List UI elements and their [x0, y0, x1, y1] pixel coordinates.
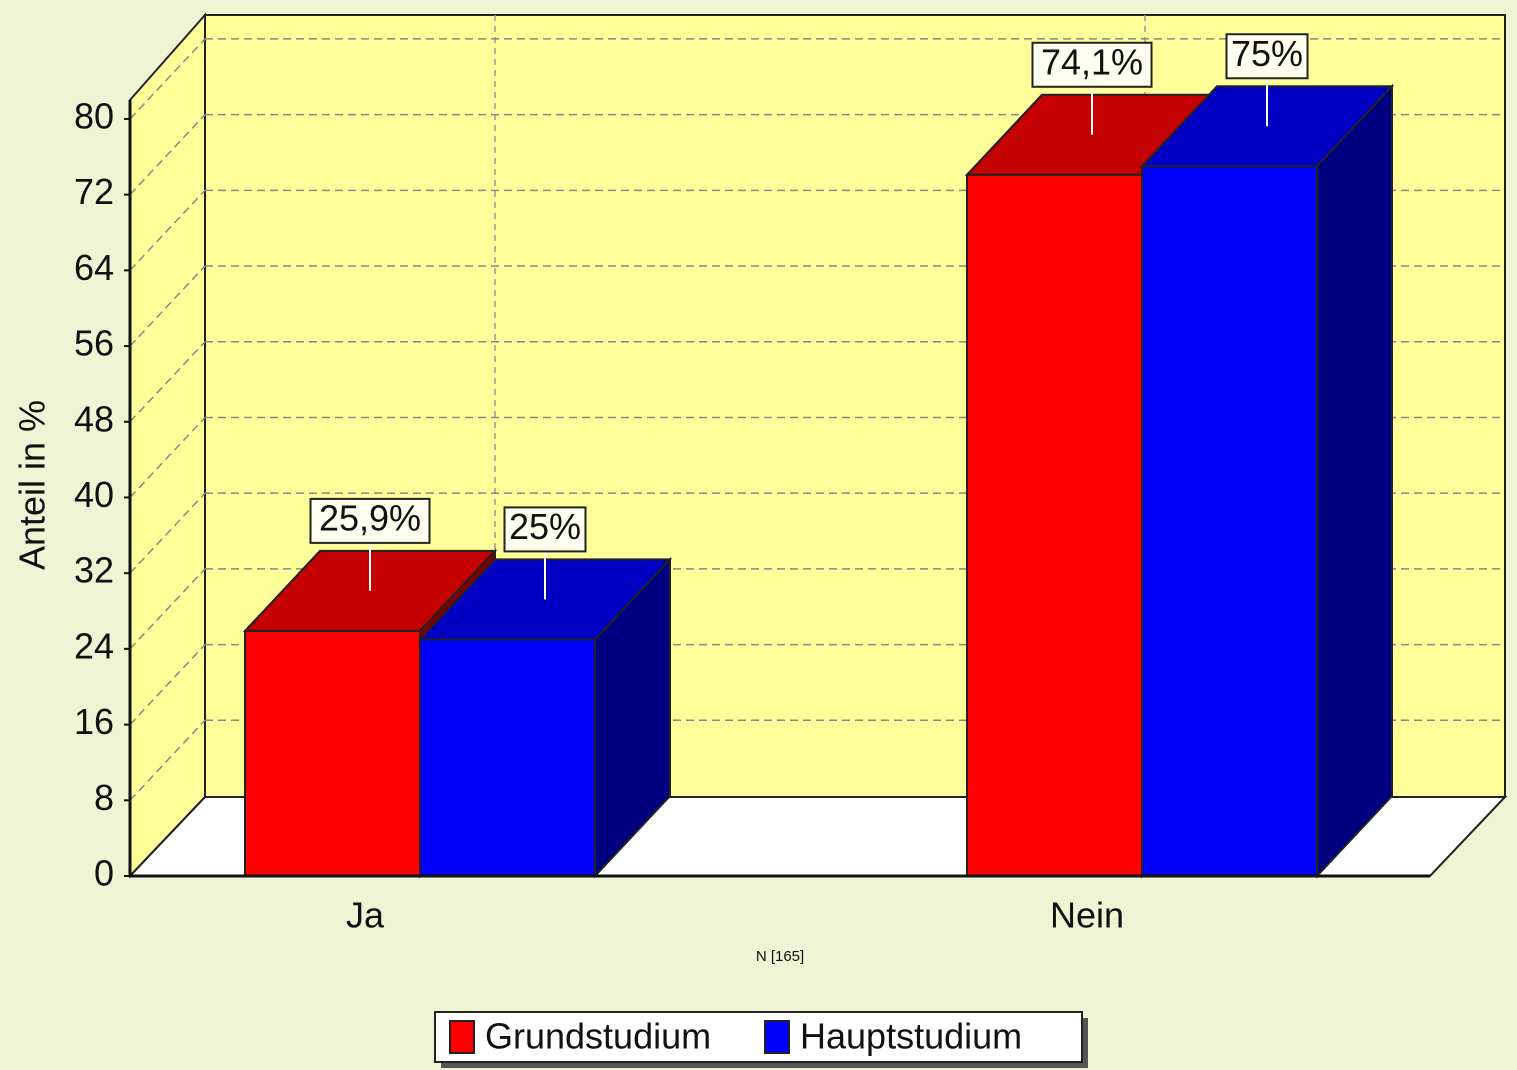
- value-label-box: [503, 506, 587, 553]
- x-tick-label: Ja: [346, 895, 385, 936]
- grid-line: [129, 189, 206, 271]
- y-tick-label: 8: [94, 777, 114, 818]
- value-label-box: [1225, 33, 1309, 80]
- value-label: 74,1%: [1041, 41, 1143, 82]
- bar-front: [419, 638, 596, 877]
- bar-front: [1141, 165, 1318, 877]
- bar-side: [594, 556, 671, 879]
- grid-line: [129, 568, 206, 650]
- grid-line: [129, 341, 206, 423]
- side-wall: [129, 12, 206, 879]
- y-tick-label: 32: [74, 550, 114, 591]
- grid-line: [129, 492, 206, 574]
- value-label-box: [1031, 41, 1153, 88]
- bar-front: [966, 173, 1143, 877]
- value-label-box: [309, 497, 431, 544]
- x-tick-label: Nein: [1050, 895, 1124, 936]
- y-tick-label: 0: [94, 853, 114, 894]
- grid-line: [129, 644, 206, 726]
- y-tick-label: 40: [74, 474, 114, 515]
- y-tick-label: 80: [74, 95, 114, 136]
- y-tick-label: 64: [74, 247, 114, 288]
- grid-line: [129, 114, 206, 196]
- legend-label: Grundstudium: [485, 1016, 711, 1057]
- grid-line: [129, 265, 206, 347]
- value-label: 75%: [1231, 33, 1303, 74]
- annotation: N [165]: [756, 948, 804, 965]
- grid-line: [129, 38, 206, 120]
- grid-line: [129, 719, 206, 801]
- legend-swatch: [764, 1020, 790, 1054]
- value-label: 25,9%: [319, 497, 421, 538]
- bar-side: [1316, 83, 1393, 879]
- legend-swatch: [449, 1020, 475, 1054]
- y-tick-label: 48: [74, 398, 114, 439]
- legend: [434, 1011, 1083, 1063]
- legend-items: Grundstudium Hauptstudium: [449, 1016, 1022, 1057]
- y-axis-label: Anteil in %: [12, 400, 53, 570]
- bars: 25,9% 25% 74,1% 75%: [242, 33, 1395, 879]
- y-tick-label: 72: [74, 171, 114, 212]
- bar-front: [244, 629, 421, 878]
- y-tick-label: 56: [74, 323, 114, 364]
- value-label: 25%: [509, 506, 581, 547]
- y-tick-label: 16: [74, 701, 114, 742]
- y-tick-label: 24: [74, 625, 114, 666]
- legend-label: Hauptstudium: [800, 1016, 1022, 1057]
- grid-line: [129, 416, 206, 498]
